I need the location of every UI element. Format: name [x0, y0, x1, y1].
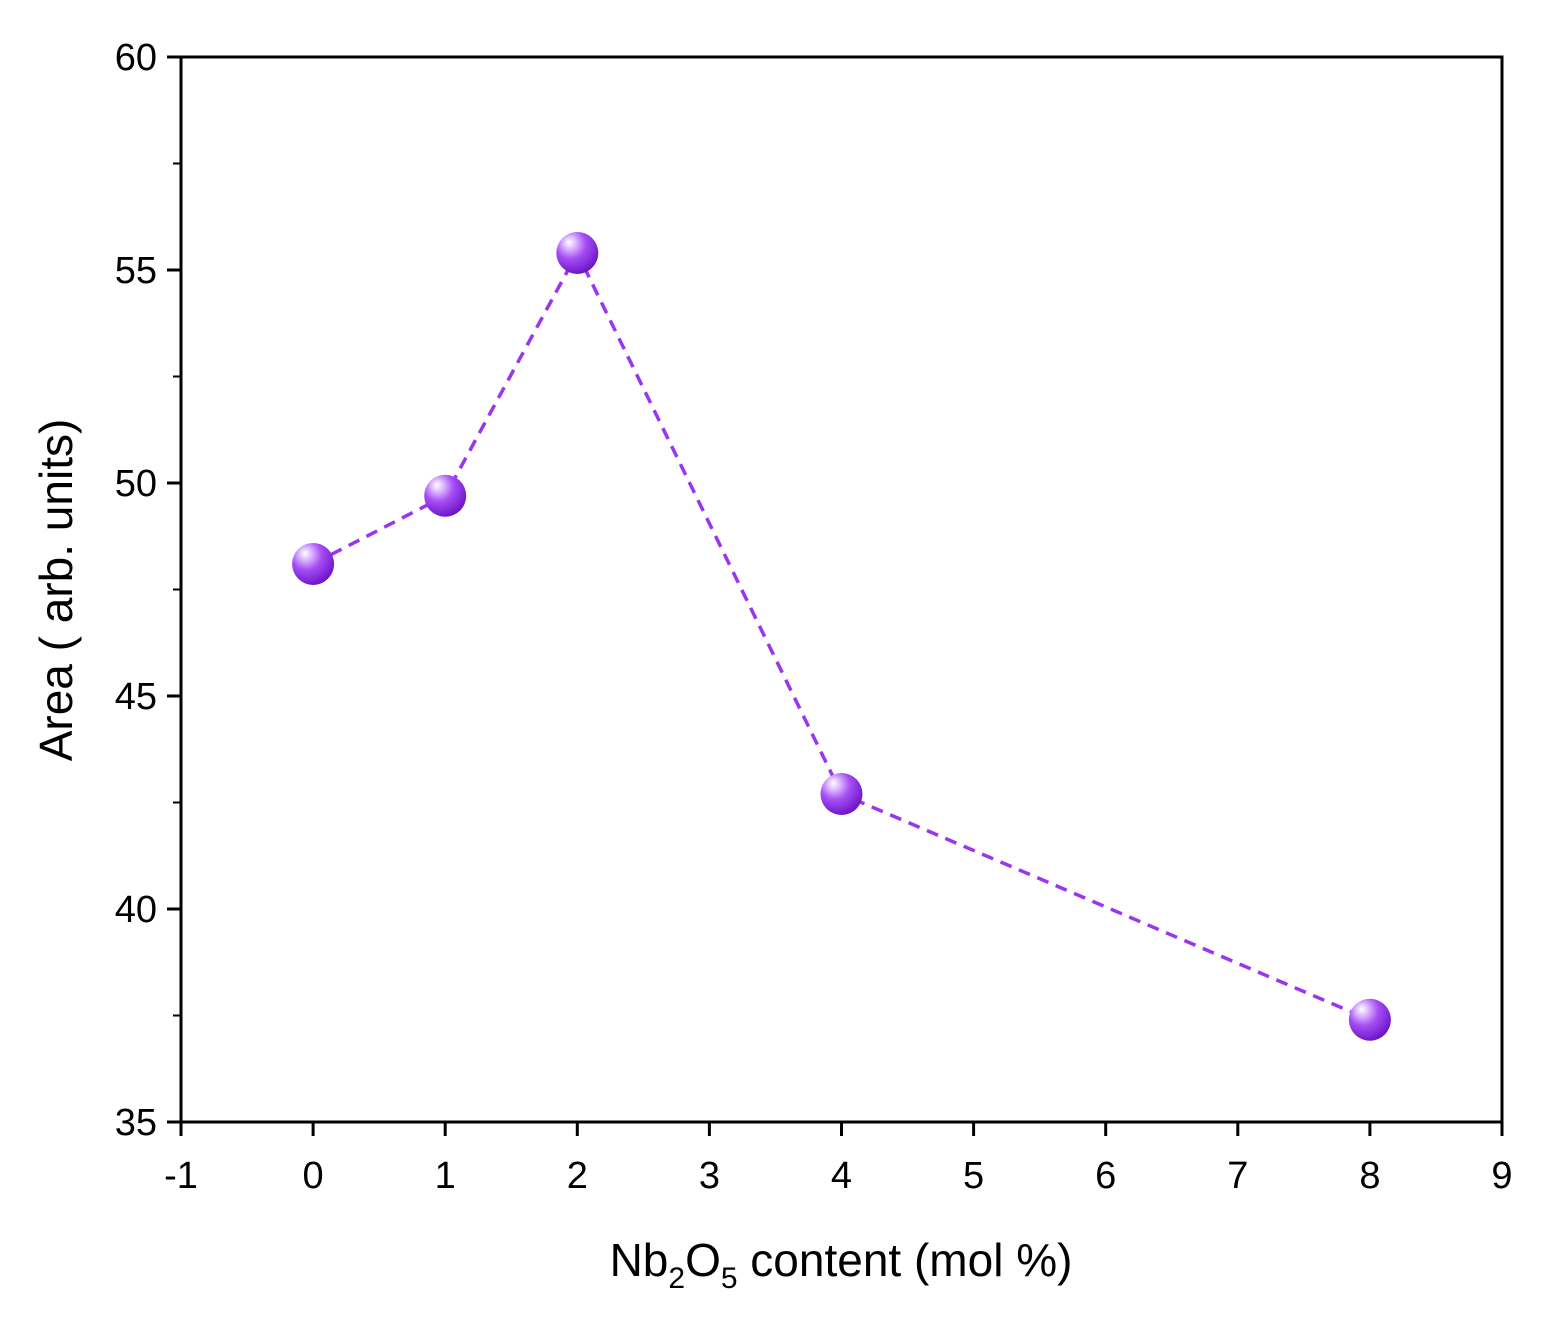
y-tick-label: 45 — [115, 676, 157, 718]
x-axis-title-sub1: 2 — [668, 1262, 685, 1295]
x-tick-label: 5 — [963, 1155, 984, 1197]
x-axis-title-mid: O — [685, 1234, 721, 1286]
data-point — [820, 772, 863, 815]
x-tick-label: 2 — [567, 1155, 588, 1197]
x-axis-title-sub2: 5 — [721, 1262, 738, 1295]
x-axis-title: Nb2O5 content (mol %) — [610, 1234, 1073, 1295]
x-axis-title-main: Nb — [610, 1234, 669, 1286]
x-tick-label: 7 — [1227, 1155, 1248, 1197]
y-tick-label: 35 — [115, 1102, 157, 1144]
x-tick-label: 4 — [831, 1155, 852, 1197]
y-tick-label: 55 — [115, 250, 157, 292]
x-tick-label: 1 — [435, 1155, 456, 1197]
x-tick-label: 0 — [303, 1155, 324, 1197]
data-point — [292, 542, 335, 585]
y-tick-label: 40 — [115, 889, 157, 931]
x-tick-label: 6 — [1095, 1155, 1116, 1197]
data-series — [312, 249, 1371, 1022]
data-point — [1348, 998, 1391, 1041]
x-tick-label: 9 — [1491, 1155, 1512, 1197]
y-tick-label: 60 — [115, 37, 157, 79]
data-point — [424, 474, 467, 517]
x-tick-label: 3 — [699, 1155, 720, 1197]
axis-labels: Nb2O5 content (mol %) Area ( arb. units) — [30, 419, 1072, 1295]
data-markers — [292, 231, 1391, 1041]
y-tick-label: 50 — [115, 463, 157, 505]
plot-frame — [179, 55, 1504, 1124]
y-axis-title: Area ( arb. units) — [30, 419, 82, 762]
x-tick-label: -1 — [164, 1155, 198, 1197]
series-line — [312, 249, 1371, 1022]
x-axis-title-rest: content (mol %) — [738, 1234, 1073, 1286]
data-point — [556, 231, 599, 274]
x-tick-label: 8 — [1359, 1155, 1380, 1197]
